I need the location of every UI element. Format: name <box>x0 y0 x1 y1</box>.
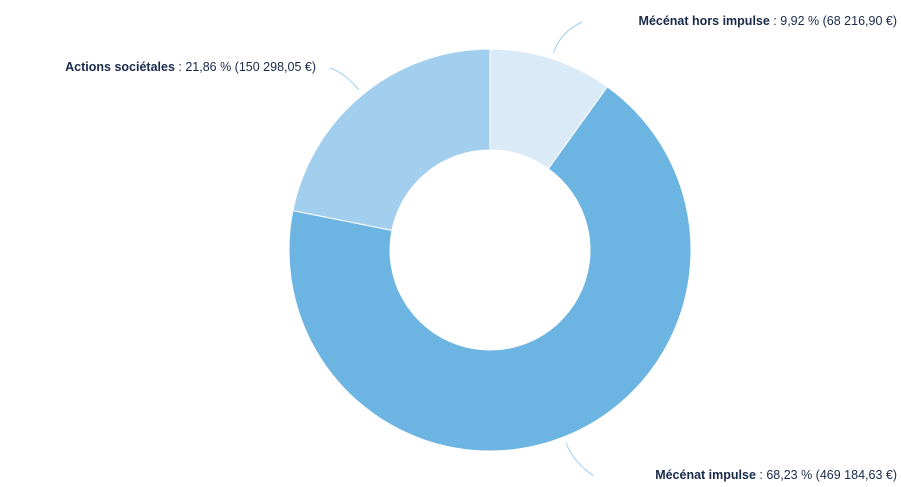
value-label: : 21,86 % (150 298,05 €) <box>175 60 316 74</box>
category-name: Mécénat hors impulse <box>639 14 770 28</box>
connector <box>565 442 595 477</box>
data-label: Mécénat impulse : 68,23 % (469 184,63 €) <box>655 468 897 482</box>
connector <box>552 21 583 54</box>
category-name: Mécénat impulse <box>655 468 756 482</box>
data-label: Actions sociétales : 21,86 % (150 298,05… <box>65 60 316 74</box>
donut-slice <box>288 86 692 452</box>
value-label: : 9,92 % (68 216,90 €) <box>770 14 897 28</box>
category-name: Actions sociétales <box>65 60 175 74</box>
value-label: : 68,23 % (469 184,63 €) <box>756 468 897 482</box>
connector <box>329 67 360 91</box>
donut-slice <box>292 48 491 231</box>
data-label: Mécénat hors impulse : 9,92 % (68 216,90… <box>639 14 897 28</box>
